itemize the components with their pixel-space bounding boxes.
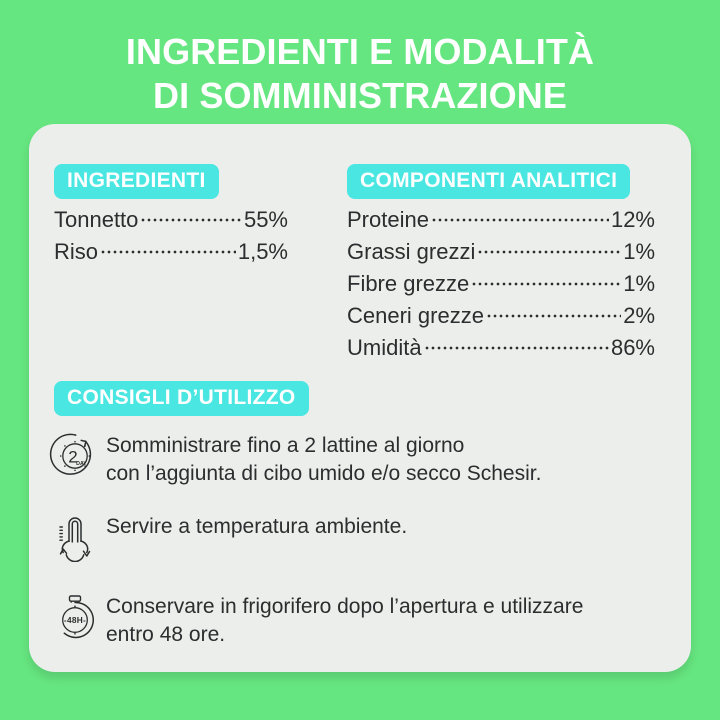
svg-text:DAY: DAY bbox=[76, 461, 87, 467]
svg-text:-48H-: -48H- bbox=[64, 615, 86, 625]
